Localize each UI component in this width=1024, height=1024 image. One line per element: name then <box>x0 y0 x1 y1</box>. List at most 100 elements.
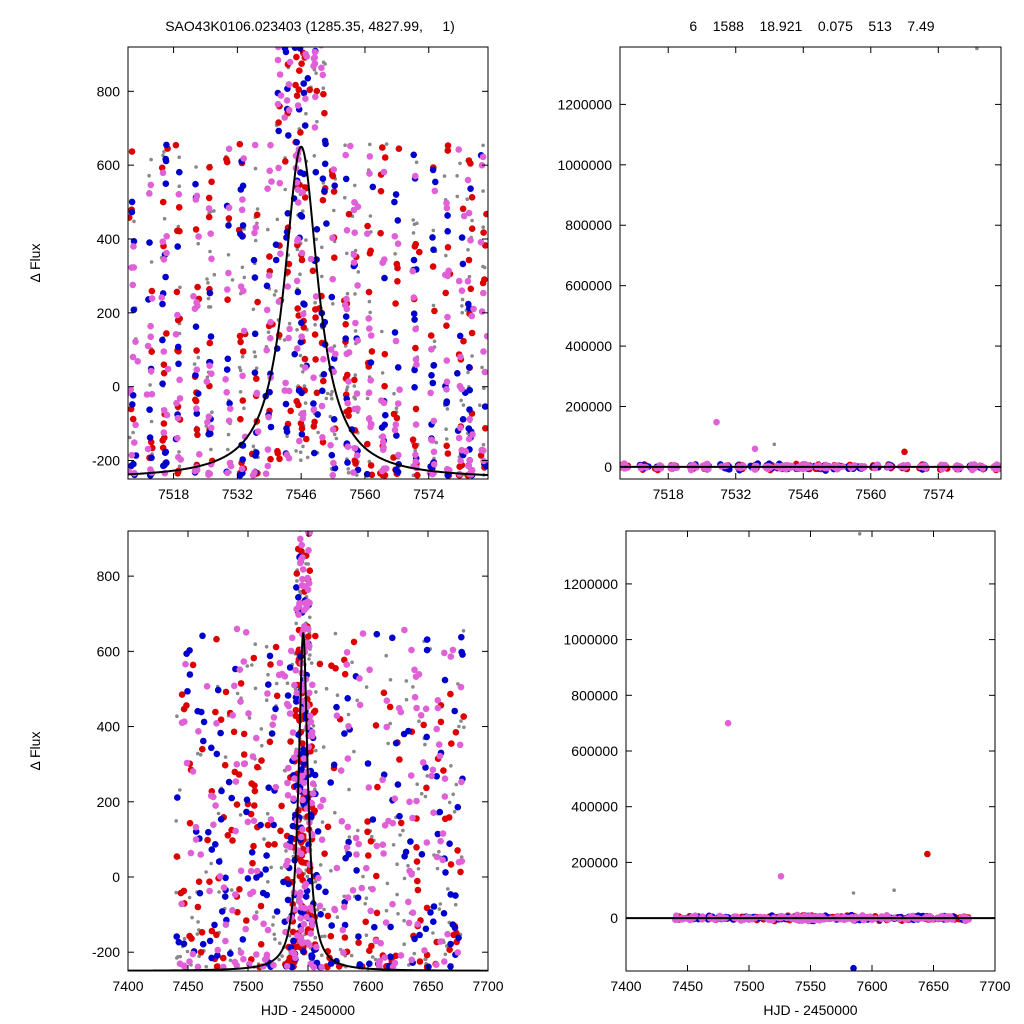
data-point <box>351 445 359 452</box>
y-tick-label: 1200000 <box>557 96 612 112</box>
data-point <box>443 322 450 330</box>
data-point <box>265 681 272 688</box>
data-point <box>321 60 326 65</box>
data-point <box>191 467 199 475</box>
data-point <box>329 275 337 283</box>
y-tick-label: 600000 <box>571 743 618 759</box>
data-point <box>363 901 368 906</box>
data-point <box>299 523 306 530</box>
data-point <box>309 780 317 787</box>
data-point <box>451 792 456 797</box>
data-point <box>444 427 448 432</box>
data-point <box>371 923 378 931</box>
data-point <box>266 227 270 232</box>
data-point <box>148 287 156 295</box>
data-point <box>300 626 307 634</box>
data-point <box>381 382 388 390</box>
data-point <box>267 455 274 463</box>
data-point <box>146 190 153 197</box>
data-point <box>460 297 465 302</box>
data-point <box>303 401 308 405</box>
data-point <box>468 312 476 320</box>
data-point <box>192 362 197 366</box>
data-point <box>303 639 311 646</box>
data-point <box>355 698 360 703</box>
data-point <box>449 764 453 768</box>
data-point <box>444 437 449 441</box>
data-point <box>459 416 467 423</box>
data-point <box>175 453 182 461</box>
data-point <box>252 951 260 958</box>
data-point <box>329 172 337 180</box>
data-point <box>162 459 170 467</box>
data-point <box>175 956 179 960</box>
data-point <box>460 304 464 308</box>
y-tick-label: 1000000 <box>563 632 618 648</box>
data-point <box>196 451 203 458</box>
data-point <box>255 207 260 211</box>
outlier-point <box>751 445 759 453</box>
data-point <box>373 630 381 638</box>
data-point <box>299 458 303 463</box>
data-point <box>253 642 257 646</box>
data-point <box>367 462 375 469</box>
data-point <box>366 153 374 160</box>
plot-frame <box>127 46 489 480</box>
y-tick-label: 400000 <box>571 799 618 815</box>
data-point <box>226 432 231 437</box>
data-point <box>173 399 180 407</box>
data-point <box>238 368 243 373</box>
data-point <box>365 852 372 859</box>
data-point <box>443 386 450 393</box>
data-point <box>305 455 310 460</box>
data-point <box>132 421 139 429</box>
data-point <box>128 435 132 440</box>
data-point <box>483 210 488 218</box>
data-point <box>885 462 893 470</box>
data-point <box>382 465 390 472</box>
data-point <box>285 681 290 685</box>
data-point <box>351 457 359 464</box>
data-point <box>313 935 318 940</box>
data-point <box>291 681 298 689</box>
data-point <box>329 234 336 242</box>
data-point <box>414 160 419 165</box>
data-point <box>422 764 429 771</box>
data-point <box>350 638 358 646</box>
data-point <box>174 414 182 422</box>
data-point <box>159 437 166 444</box>
data-point <box>273 908 281 915</box>
data-point <box>229 907 236 914</box>
data-point <box>341 921 349 929</box>
data-point <box>292 706 300 714</box>
data-point <box>315 883 323 891</box>
y-tick-label: 0 <box>610 910 618 926</box>
data-point <box>439 856 447 864</box>
data-point <box>240 955 247 963</box>
data-point <box>444 244 452 251</box>
data-point <box>434 704 442 712</box>
data-point <box>412 451 419 459</box>
data-point <box>320 355 327 363</box>
data-point <box>314 411 322 418</box>
data-point <box>443 378 451 386</box>
data-point <box>209 861 213 866</box>
data-point <box>381 154 389 161</box>
panel-bottom-left: 7400 7450 7500 7550 7600 7650 7700 -200 0 200 400 6… <box>27 523 504 1018</box>
data-point <box>178 900 185 908</box>
data-point <box>299 566 307 573</box>
data-point <box>176 224 181 229</box>
data-point <box>409 267 417 275</box>
data-point <box>313 389 321 397</box>
data-point <box>266 253 273 260</box>
data-point <box>353 867 360 874</box>
data-point <box>182 660 189 668</box>
data-point <box>212 708 219 716</box>
data-point <box>306 712 314 720</box>
data-point <box>276 179 284 187</box>
data-point <box>222 921 230 928</box>
data-point <box>132 219 136 224</box>
data-point <box>221 893 229 900</box>
data-point <box>470 218 474 223</box>
data-point <box>146 434 154 441</box>
